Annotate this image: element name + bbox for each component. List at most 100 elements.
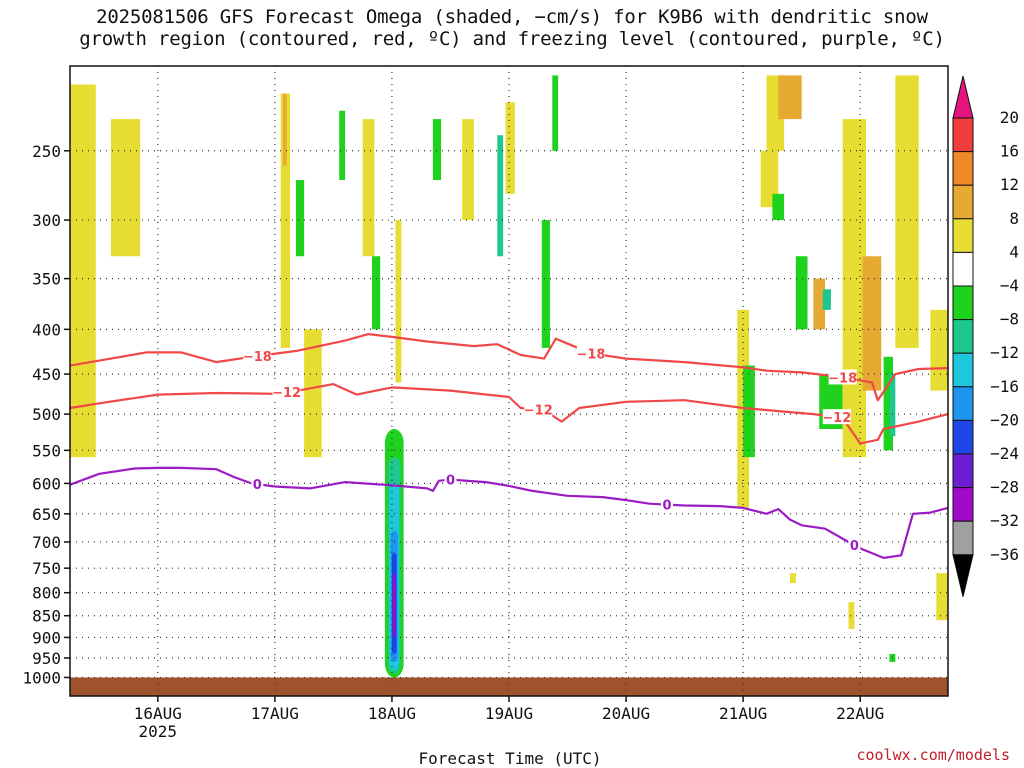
x-tick-sublabel: 2025 xyxy=(139,722,178,741)
colorbar-band xyxy=(952,117,974,153)
omega-region xyxy=(372,256,381,330)
omega-region xyxy=(541,220,550,348)
contour-label: −18 xyxy=(576,347,605,362)
x-tick-label: 20AUG xyxy=(602,704,650,723)
contour-label: 0 xyxy=(850,539,859,554)
colorbar-band xyxy=(952,218,974,253)
colorbar-band xyxy=(952,151,974,186)
colorbar-label: −20 xyxy=(990,410,1019,429)
contour-label: 0 xyxy=(663,499,672,514)
y-tick-label: 1000 xyxy=(22,668,61,687)
grid xyxy=(70,66,948,696)
credit-link[interactable]: coolwx.com/models xyxy=(856,746,1010,764)
colorbar-band xyxy=(952,453,974,489)
omega-shading xyxy=(70,75,948,696)
contour-label-bg xyxy=(444,471,457,487)
colorbar-label: −16 xyxy=(990,377,1019,396)
omega-region xyxy=(789,573,796,584)
contour-label-bg xyxy=(848,537,861,553)
contour-label-bg xyxy=(661,496,674,512)
chart-title-line-2: growth region (contoured, red, ºC) and f… xyxy=(79,28,945,50)
colorbar-band xyxy=(952,285,974,321)
y-tick-label: 500 xyxy=(32,405,61,424)
y-tick-label: 950 xyxy=(32,649,61,668)
x-tick-label: 22AUG xyxy=(836,704,884,723)
omega-region xyxy=(895,75,919,348)
x-tick-label: 18AUG xyxy=(368,704,416,723)
colorbar-label: 12 xyxy=(1000,175,1019,194)
omega-region xyxy=(110,119,141,257)
colorbar-band xyxy=(952,520,974,556)
omega-region xyxy=(889,374,896,437)
omega-region xyxy=(778,75,802,120)
y-tick-label: 850 xyxy=(32,607,61,626)
contour-label-bg xyxy=(272,384,301,400)
colorbar-band xyxy=(952,319,974,354)
contour-label-bg xyxy=(822,409,851,425)
omega-region xyxy=(822,289,831,310)
omega-region xyxy=(339,110,346,181)
omega-region xyxy=(505,102,515,194)
omega-region xyxy=(497,135,504,257)
omega-region xyxy=(295,180,305,257)
colorbar-label: −24 xyxy=(990,444,1019,463)
colorbar-band xyxy=(952,419,974,455)
omega-region xyxy=(930,309,948,391)
terrain-fill xyxy=(70,677,948,696)
colorbar-label: −32 xyxy=(990,511,1019,530)
y-tick-label: 600 xyxy=(32,474,61,493)
omega-region xyxy=(936,573,948,621)
contour-label: −18 xyxy=(828,371,857,386)
y-tick-label: 750 xyxy=(32,559,61,578)
x-axis-label: Forecast Time (UTC) xyxy=(418,749,601,768)
colorbar-under-arrow xyxy=(952,554,974,597)
y-tick-label: 650 xyxy=(32,505,61,524)
contour-label: 0 xyxy=(446,474,455,489)
omega-region xyxy=(743,365,755,458)
x-tick-label: 16AUG xyxy=(134,704,182,723)
omega-region xyxy=(795,256,808,330)
omega-region xyxy=(70,84,96,458)
omega-region xyxy=(395,220,402,383)
omega-region xyxy=(862,256,882,391)
y-tick-label: 400 xyxy=(32,320,61,339)
colorbar-label: 8 xyxy=(1009,209,1019,228)
colorbar-label: 4 xyxy=(1009,242,1019,261)
y-tick-label: 450 xyxy=(32,365,61,384)
contour-label: −18 xyxy=(243,350,272,365)
colorbar-label: 16 xyxy=(1000,142,1019,161)
omega-region xyxy=(813,278,826,330)
colorbar-label: −12 xyxy=(990,343,1019,362)
omega-region xyxy=(283,93,287,166)
colorbar-label: −8 xyxy=(1000,310,1019,329)
omega-region xyxy=(772,193,785,221)
contour-label-bg xyxy=(243,348,272,364)
y-tick-label: 900 xyxy=(32,628,61,647)
contour-label: −12 xyxy=(272,386,301,401)
omega-region xyxy=(552,75,559,151)
contour-label-bg xyxy=(251,476,264,492)
chart-title-line-1: 2025081506 GFS Forecast Omega (shaded, −… xyxy=(96,6,928,28)
contour-label: 0 xyxy=(253,478,262,493)
colorbar-label: −4 xyxy=(1000,276,1019,295)
omega-region xyxy=(462,119,474,221)
colorbar-label: 20 xyxy=(1000,108,1019,127)
omega-region xyxy=(280,93,291,348)
omega-region xyxy=(304,329,322,458)
colorbar-label: −28 xyxy=(990,478,1019,497)
y-tick-label: 300 xyxy=(32,211,61,230)
omega-region xyxy=(760,150,779,208)
omega-region xyxy=(362,119,375,257)
y-tick-label: 800 xyxy=(32,584,61,603)
contours: −18 −18 −18 −12 −12 −12 0 0 0 0 xyxy=(70,333,948,559)
x-tick-label: 17AUG xyxy=(251,704,299,723)
y-tick-label: 350 xyxy=(32,270,61,289)
colorbar-label: −36 xyxy=(990,545,1019,564)
colorbar-band xyxy=(952,487,974,522)
omega-region xyxy=(432,119,442,181)
contour-label: −12 xyxy=(822,411,851,426)
x-tick-label: 21AUG xyxy=(719,704,767,723)
chart-title: 2025081506 GFS Forecast Omega (shaded, −… xyxy=(0,6,1024,50)
colorbar-band xyxy=(952,251,974,287)
